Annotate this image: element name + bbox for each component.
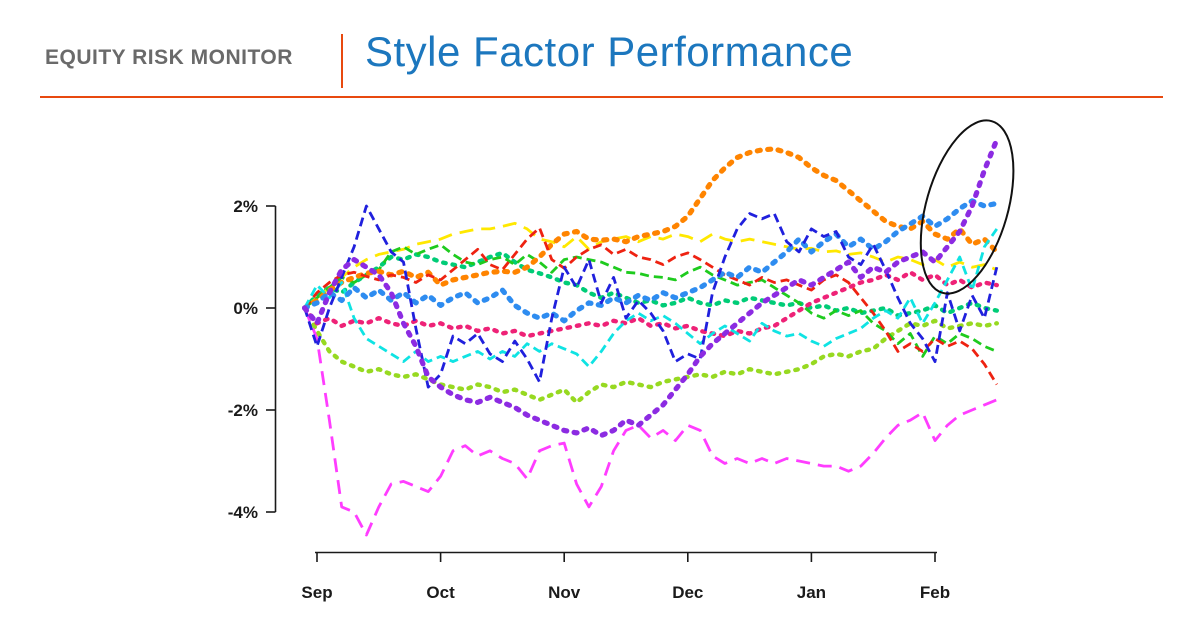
x-tick-label: Sep xyxy=(301,583,332,602)
report-kicker: EQUITY RISK MONITOR xyxy=(45,46,293,69)
series-springgreen-dotted xyxy=(302,250,999,318)
header-rule xyxy=(40,96,1163,98)
page-header: EQUITY RISK MONITOR Style Factor Perform… xyxy=(0,0,1200,100)
y-tick-label: 0% xyxy=(233,299,258,318)
series-red-dashed xyxy=(303,226,998,386)
series-orange-dotted xyxy=(302,146,1000,311)
x-tick-label: Oct xyxy=(426,583,455,602)
series-deeppink-dotted xyxy=(302,270,999,339)
y-tick-label: -2% xyxy=(228,401,258,420)
series-blue-dashed xyxy=(303,204,999,389)
series-dodgerblue-dotted xyxy=(302,198,1000,324)
chart-area: 2% 0% -2% -4% Sep Oct Nov Dec Jan Feb xyxy=(0,100,1200,636)
header-vertical-divider xyxy=(341,34,343,88)
y-tick-label: -4% xyxy=(228,503,258,522)
series-lime-dotted xyxy=(302,305,999,405)
x-tick-label: Nov xyxy=(548,583,581,602)
series-green-dashed xyxy=(303,243,998,358)
highlight-ellipse-annotation xyxy=(919,119,1015,295)
series-magenta-dashed xyxy=(303,307,998,537)
series-purple-dotted xyxy=(302,137,1000,439)
factor-chart: 2% 0% -2% -4% Sep Oct Nov Dec Jan Feb xyxy=(228,119,1015,602)
x-tick-label: Feb xyxy=(920,583,950,602)
y-tick-label: 2% xyxy=(233,197,258,216)
page-title: Style Factor Performance xyxy=(365,28,854,75)
x-tick-label: Dec xyxy=(672,583,703,602)
x-tick-label: Jan xyxy=(797,583,826,602)
